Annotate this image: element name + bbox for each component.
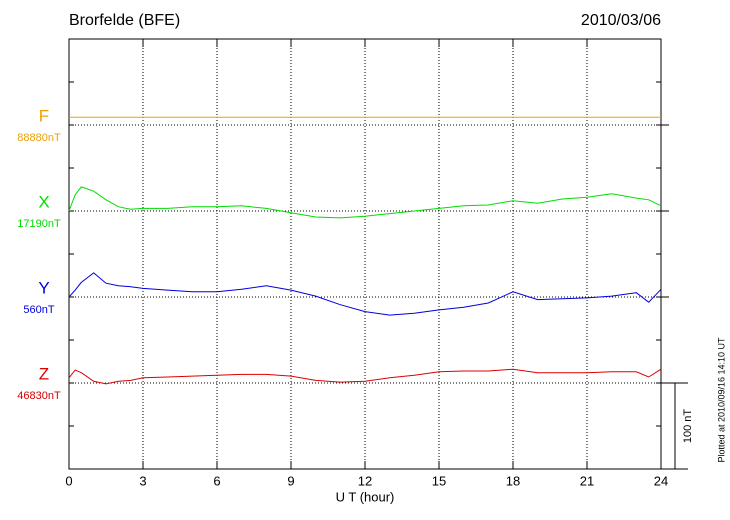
scale-bar-label: 100 nT (682, 409, 694, 444)
x-tick-label: 6 (213, 473, 220, 488)
baseline-label: 17190nT (17, 218, 61, 230)
baseline-label: 46830nT (17, 390, 61, 402)
x-tick-label: 15 (432, 473, 446, 488)
x-tick-label: 24 (654, 473, 668, 488)
x-tick-label: 0 (65, 473, 72, 488)
x-axis-label: U T (hour) (336, 489, 395, 504)
series-line (68, 368, 662, 385)
date-label: 2010/03/06 (581, 12, 661, 29)
series-name: X (38, 192, 49, 211)
baseline-label: 560nT (23, 304, 54, 316)
chart-title: Brorfelde (BFE) (69, 12, 180, 29)
plot-frame (68, 38, 662, 470)
x-tick-label: 21 (580, 473, 594, 488)
x-tick-label: 18 (506, 473, 520, 488)
footnote: Plotted at 2010/09/16 14:10 UT (716, 337, 726, 463)
x-tick-label: 3 (139, 473, 146, 488)
x-tick-label: 9 (287, 473, 294, 488)
x-tick-label: 12 (358, 473, 372, 488)
series-line (68, 186, 662, 219)
series-name: Y (38, 278, 49, 297)
series-line (68, 272, 662, 316)
baseline-label: 88880nT (17, 132, 61, 144)
series-name: Z (39, 364, 49, 383)
series-name: F (39, 106, 49, 125)
